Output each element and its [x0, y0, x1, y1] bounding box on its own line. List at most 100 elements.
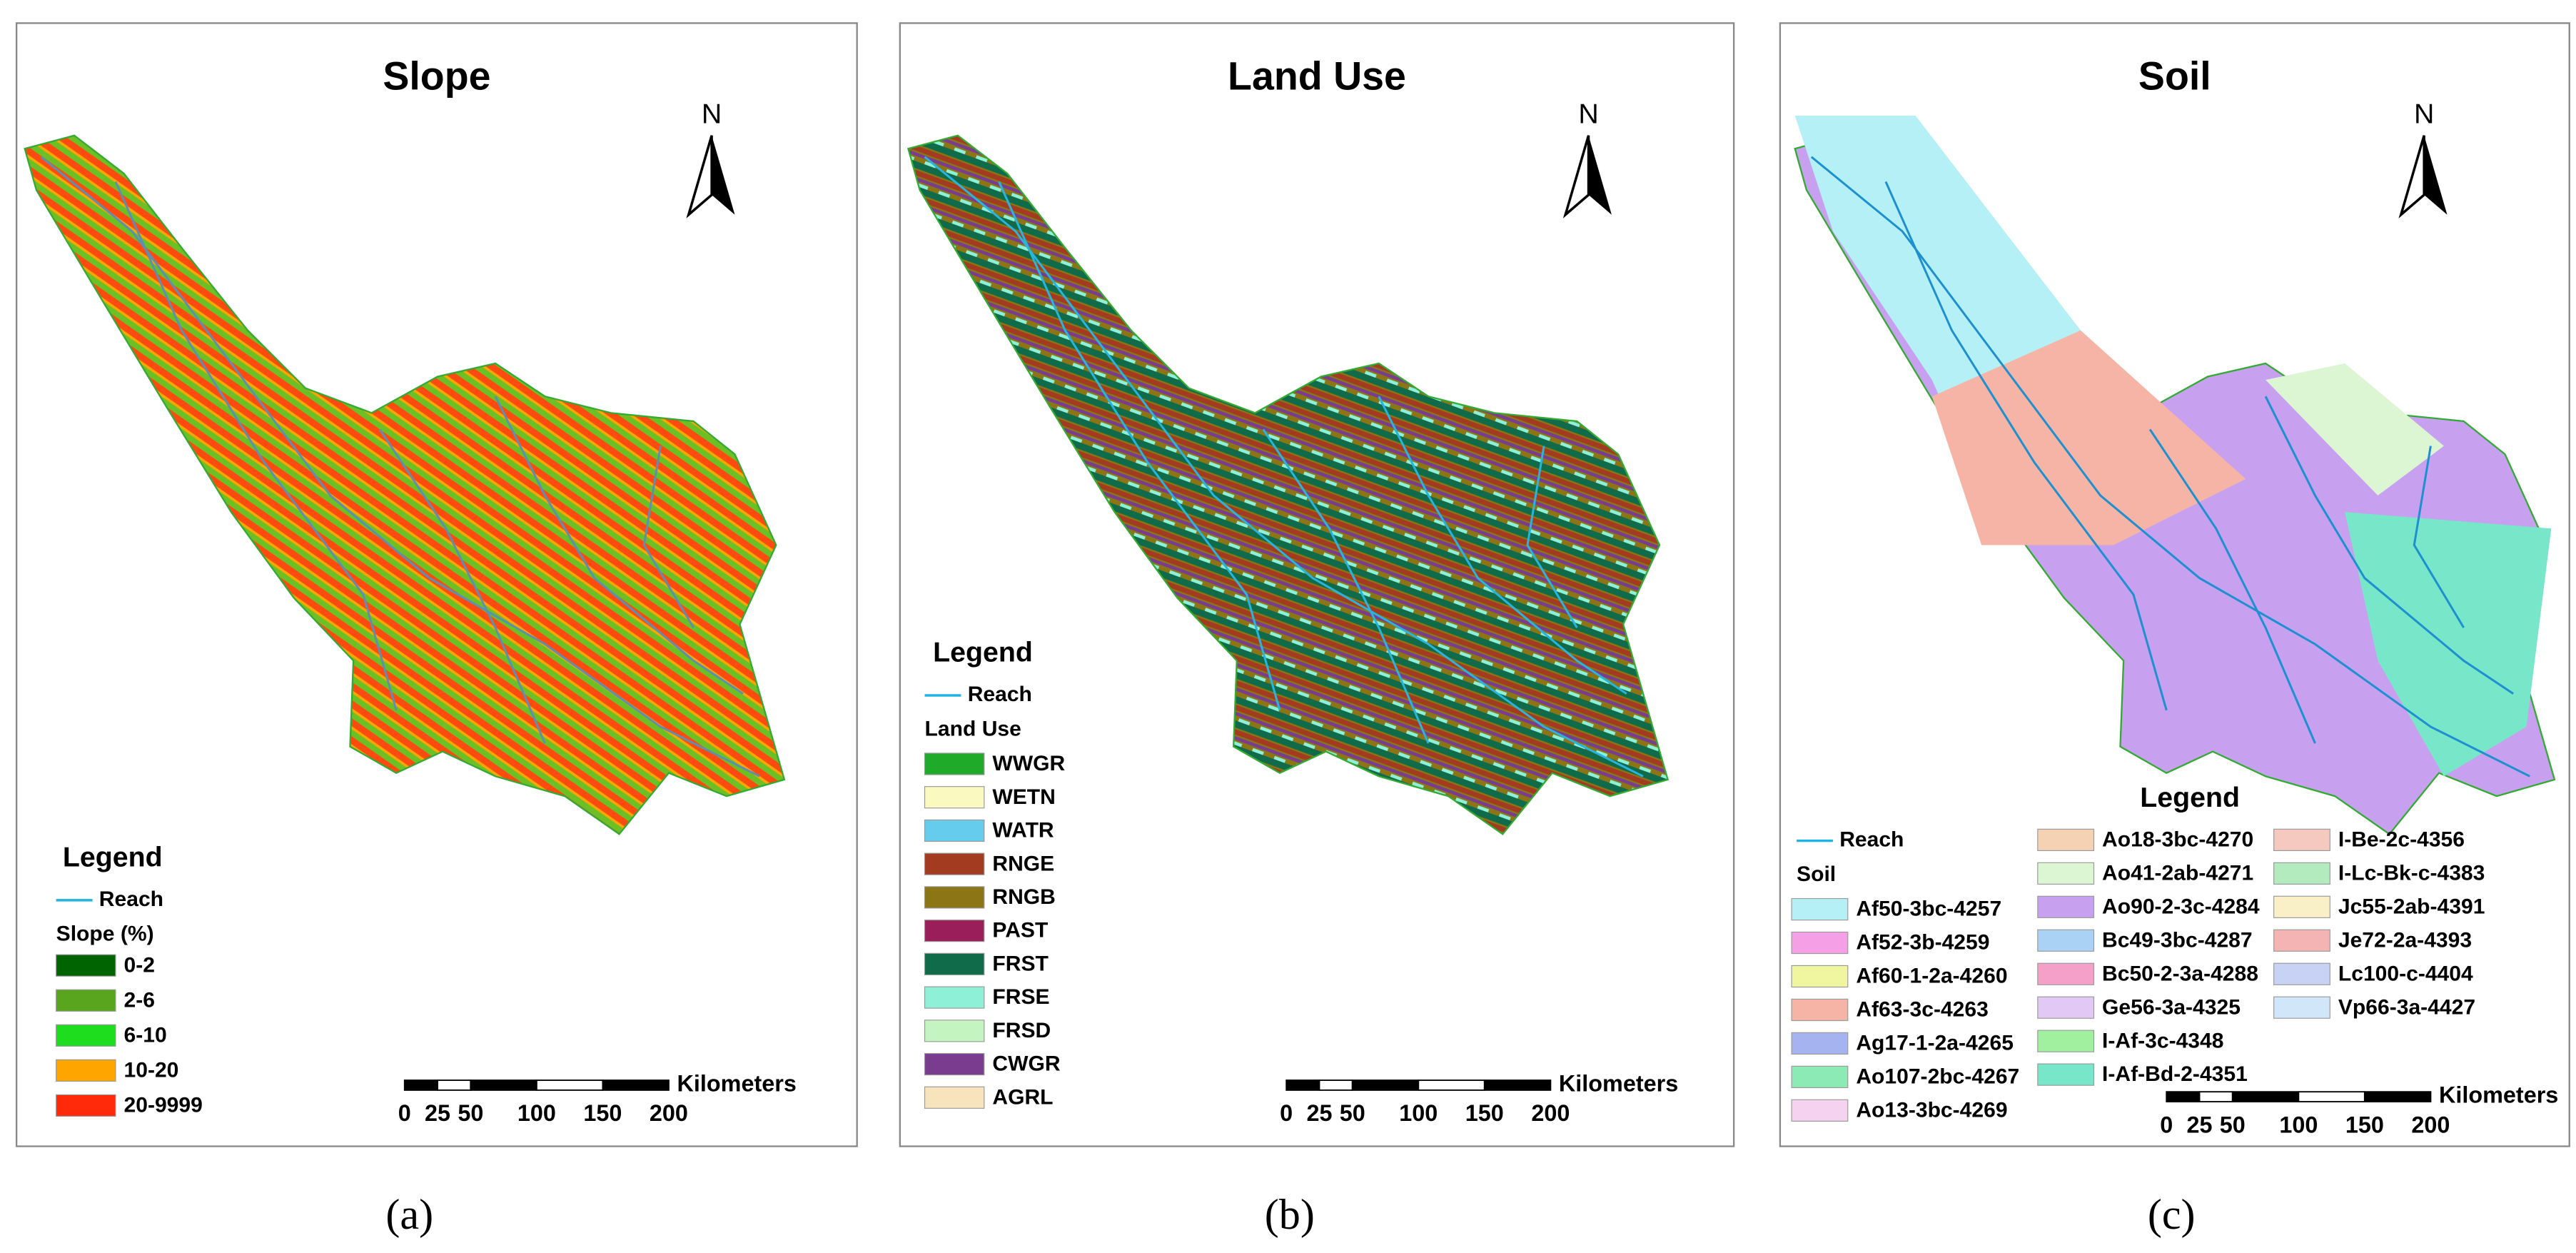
scale-tick-label: 50	[458, 1100, 483, 1126]
legend-label: Je72-2a-4393	[2338, 928, 2472, 952]
legend-swatch	[56, 1024, 116, 1047]
north-label: N	[1578, 98, 1598, 129]
legend-swatch	[56, 989, 116, 1012]
river	[2413, 446, 2465, 628]
basin	[906, 134, 1670, 835]
basin	[24, 134, 786, 835]
north-arrow	[712, 135, 735, 215]
north-label: N	[2414, 98, 2434, 129]
legend-label: Af63-3c-4263	[1856, 998, 1989, 1022]
legend-label: 6-10	[124, 1023, 167, 1047]
scale-tick-label: 200	[1531, 1100, 1570, 1126]
river	[2264, 396, 2514, 695]
legend-label: Ao41-2ab-4271	[2102, 861, 2253, 885]
legend-label: Bc49-3bc-4287	[2102, 928, 2253, 952]
legend-label: I-Lc-Bk-c-4383	[2338, 861, 2485, 885]
river	[1884, 181, 2168, 711]
legend-label: RNGB	[992, 885, 1056, 909]
legend-swatch	[924, 1052, 985, 1076]
legend-swatch	[2037, 962, 2095, 985]
river	[1810, 156, 2530, 778]
river	[2148, 428, 2316, 744]
scale-tick-label: 200	[650, 1100, 688, 1126]
legend-label: 20-9999	[124, 1093, 203, 1117]
legend-swatch	[1791, 1032, 1849, 1055]
legend-label: RNGE	[992, 852, 1054, 875]
legend-label: 2-6	[124, 988, 155, 1012]
legend-label: I-Af-3c-4348	[2102, 1029, 2223, 1052]
legend-group-title: Slope (%)	[56, 922, 154, 945]
legend-label: 10-20	[124, 1058, 179, 1082]
legend-swatch	[2273, 862, 2330, 885]
scale-unit: Kilometers	[2439, 1082, 2558, 1108]
legend-swatch	[2273, 828, 2330, 852]
legend-label: Jc55-2ab-4391	[2338, 895, 2485, 918]
legend-swatch	[2273, 895, 2330, 918]
legend-swatch	[2037, 1030, 2095, 1052]
river	[1378, 396, 1627, 695]
map-panel: Land Use N Legend Reach Land Use WWGR WETN WATR…	[899, 22, 1735, 1239]
legend-swatch	[1791, 1099, 1849, 1122]
scale-tick-label: 150	[2345, 1112, 2384, 1137]
river	[1262, 428, 1430, 744]
legend-swatch	[2273, 929, 2330, 952]
caption: (b)	[1265, 1191, 1315, 1239]
legend-label: FRSE	[992, 985, 1049, 1009]
legend-label: Vp66-3a-4427	[2338, 995, 2475, 1019]
legend-swatch	[924, 819, 985, 842]
river	[494, 396, 744, 695]
scale-segment	[1351, 1080, 1420, 1091]
scale-tick-label: 100	[1399, 1100, 1438, 1126]
legend-swatch	[56, 1094, 116, 1117]
legend-swatch	[2273, 996, 2330, 1019]
legend-group-title: Land Use	[925, 717, 1021, 740]
scale-unit: Kilometers	[677, 1070, 797, 1096]
scale-tick-label: 0	[2160, 1112, 2173, 1137]
legend-label: Ao90-2-3c-4284	[2102, 895, 2260, 918]
legend-swatch	[1791, 998, 1849, 1022]
legend-label: WWGR	[992, 752, 1065, 775]
scale-segment	[602, 1080, 670, 1091]
legend-swatch	[924, 1020, 985, 1042]
legend-label: CWGR	[992, 1052, 1060, 1076]
map-title: Slope	[383, 54, 490, 99]
legend-swatch	[924, 753, 985, 775]
legend-swatch	[2037, 828, 2095, 852]
legend-label: 0-2	[124, 953, 155, 977]
scale-tick-label: 50	[2220, 1112, 2246, 1137]
legend-swatch	[1791, 931, 1849, 955]
scale-tick-label: 25	[1306, 1100, 1332, 1126]
river	[40, 156, 760, 778]
legend-swatch	[924, 986, 985, 1009]
map-panel: SoilNLegendReachSoilAf50-3bc-4257Af52-3b…	[1779, 22, 2570, 1239]
legend-label: WATR	[992, 819, 1054, 842]
legend-label: AGRL	[992, 1085, 1053, 1109]
legend-label: Bc50-2-3a-4288	[2102, 962, 2258, 985]
legend-title: Legend	[933, 637, 1033, 668]
map-title: Land Use	[1228, 54, 1406, 99]
caption: (a)	[385, 1191, 433, 1239]
legend-swatch	[2037, 996, 2095, 1019]
river	[114, 181, 398, 711]
scale-segment	[1318, 1080, 1353, 1091]
scale-segment	[1286, 1080, 1320, 1091]
scale-segment	[403, 1080, 438, 1091]
soil-zone	[1931, 330, 2246, 545]
scale-tick-label: 200	[2411, 1112, 2450, 1137]
legend-label: FRST	[992, 952, 1049, 975]
map-panel: Slope N Legend Reach Slope (%) 0-2 2-6 6-10 10-2…	[15, 22, 858, 1239]
soil-zone	[2266, 363, 2444, 496]
scale-tick-label: 25	[2187, 1112, 2213, 1137]
legend-swatch	[2037, 895, 2095, 918]
legend-swatch	[2037, 929, 2095, 952]
legend-label: I-Af-Bd-2-4351	[2102, 1062, 2248, 1086]
scale-tick-label: 0	[398, 1100, 411, 1126]
legend-swatch	[924, 920, 985, 942]
legend-swatch	[56, 954, 116, 977]
legend-swatch	[924, 786, 985, 809]
legend-label: WETN	[992, 785, 1056, 809]
legend-swatch	[2037, 1063, 2095, 1086]
legend-label: Af50-3bc-4257	[1856, 897, 2001, 921]
